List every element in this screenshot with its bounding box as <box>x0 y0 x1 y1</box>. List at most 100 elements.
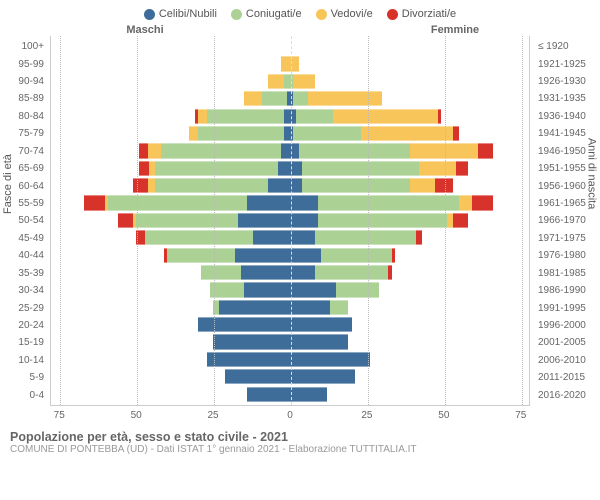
age-label: 50-54 <box>0 212 48 229</box>
bar-seg-celibi <box>290 352 370 367</box>
bar-seg-celibi <box>290 317 352 332</box>
age-label: 55-59 <box>0 195 48 212</box>
bar-seg-vedovi <box>308 91 382 106</box>
birth-label: 2001-2005 <box>534 334 600 351</box>
age-label: 35-39 <box>0 264 48 281</box>
pyramid-row <box>51 73 529 90</box>
legend-item: Celibi/Nubili <box>144 8 217 20</box>
age-label: 90-94 <box>0 73 48 90</box>
birth-label: 1976-1980 <box>534 247 600 264</box>
age-label: 10-14 <box>0 352 48 369</box>
bar-seg-vedovi <box>198 109 207 124</box>
pyramid-row <box>51 299 529 316</box>
birth-label: 1961-1965 <box>534 195 600 212</box>
birth-label: 1971-1975 <box>534 230 600 247</box>
bar-seg-coniugati <box>108 195 246 210</box>
birth-label: 1941-1945 <box>534 125 600 142</box>
bar-seg-coniugati <box>302 161 419 176</box>
chart-title: Popolazione per età, sesso e stato civil… <box>10 430 590 444</box>
age-label: 65-69 <box>0 160 48 177</box>
bar-seg-celibi <box>290 387 327 402</box>
bar-seg-coniugati <box>155 161 278 176</box>
age-label: 5-9 <box>0 369 48 386</box>
legend-swatch <box>231 9 242 20</box>
pyramid-row <box>51 142 529 159</box>
bar-seg-celibi <box>290 195 318 210</box>
bar-seg-divorziati <box>392 248 395 263</box>
bar-seg-vedovi <box>419 161 456 176</box>
bar-seg-celibi <box>241 265 290 280</box>
female-heading: Femmine <box>360 24 600 36</box>
bar-seg-coniugati <box>321 248 392 263</box>
pyramid-row <box>51 264 529 281</box>
bar-rows <box>51 38 529 403</box>
pyramid-row <box>51 368 529 385</box>
age-label: 30-34 <box>0 282 48 299</box>
bar-seg-vedovi <box>281 56 290 71</box>
x-tick: 50 <box>438 410 449 421</box>
bar-seg-vedovi <box>459 195 471 210</box>
pyramid-row <box>51 281 529 298</box>
bar-seg-coniugati <box>155 178 269 193</box>
bar-seg-celibi <box>290 230 315 245</box>
bar-seg-celibi <box>290 265 315 280</box>
pyramid-row <box>51 160 529 177</box>
birth-label: 1981-1985 <box>534 264 600 281</box>
legend-label: Coniugati/e <box>246 8 302 20</box>
bar-seg-divorziati <box>84 195 106 210</box>
footer: Popolazione per età, sesso e stato civil… <box>0 428 600 455</box>
bar-seg-divorziati <box>456 161 468 176</box>
bar-seg-coniugati <box>318 213 447 228</box>
pyramid-row <box>51 229 529 246</box>
chart-subtitle: COMUNE DI PONTEBBA (UD) - Dati ISTAT 1° … <box>10 444 590 455</box>
bar-seg-coniugati <box>336 282 379 297</box>
bar-seg-celibi <box>235 248 290 263</box>
bar-seg-divorziati <box>139 143 148 158</box>
bar-seg-coniugati <box>302 178 410 193</box>
bar-seg-divorziati <box>118 213 133 228</box>
bar-seg-vedovi <box>189 126 198 141</box>
birth-label: 1986-1990 <box>534 282 600 299</box>
bar-seg-divorziati <box>416 230 422 245</box>
birth-label: 1936-1940 <box>534 108 600 125</box>
birth-label: 1946-1950 <box>534 143 600 160</box>
age-label: 25-29 <box>0 299 48 316</box>
legend-label: Celibi/Nubili <box>159 8 217 20</box>
age-label: 85-89 <box>0 90 48 107</box>
legend-label: Vedovi/e <box>331 8 373 20</box>
bar-seg-celibi <box>219 300 290 315</box>
bar-seg-coniugati <box>315 230 417 245</box>
bar-seg-vedovi <box>361 126 453 141</box>
bar-seg-coniugati <box>315 265 389 280</box>
bar-seg-coniugati <box>161 143 281 158</box>
birth-label: ≤ 1920 <box>534 38 600 55</box>
age-label: 0-4 <box>0 386 48 403</box>
bar-seg-celibi <box>281 143 290 158</box>
bar-seg-vedovi <box>410 178 435 193</box>
bar-seg-divorziati <box>435 178 453 193</box>
age-label: 95-99 <box>0 55 48 72</box>
bar-seg-celibi <box>290 213 318 228</box>
bar-seg-coniugati <box>318 195 460 210</box>
legend-swatch <box>387 9 398 20</box>
male-heading: Maschi <box>0 24 240 36</box>
legend-label: Divorziati/e <box>402 8 456 20</box>
gender-labels: Maschi Femmine <box>0 24 600 36</box>
age-label: 45-49 <box>0 230 48 247</box>
age-label: 80-84 <box>0 108 48 125</box>
bar-seg-divorziati <box>388 265 391 280</box>
x-tick: 75 <box>515 410 526 421</box>
birth-label: 2016-2020 <box>534 386 600 403</box>
bar-seg-celibi <box>238 213 290 228</box>
chart: Fasce di età Anni di nascita 100+95-9990… <box>0 36 600 428</box>
bar-seg-vedovi <box>333 109 438 124</box>
birth-label: 1991-1995 <box>534 299 600 316</box>
bar-seg-celibi <box>290 334 348 349</box>
age-label: 40-44 <box>0 247 48 264</box>
x-tick: 50 <box>131 410 142 421</box>
legend-item: Vedovi/e <box>316 8 373 20</box>
bar-seg-coniugati <box>167 248 235 263</box>
pyramid-row <box>51 351 529 368</box>
x-tick: 25 <box>361 410 372 421</box>
bar-seg-vedovi <box>293 74 315 89</box>
